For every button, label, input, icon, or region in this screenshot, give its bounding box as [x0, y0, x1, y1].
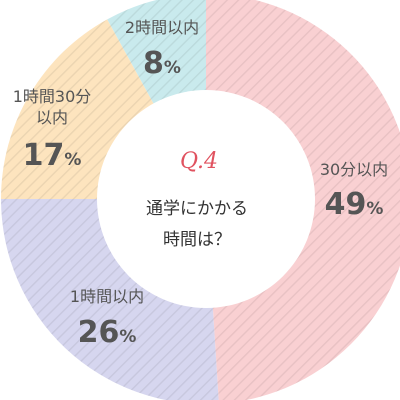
slice-unit-1: % — [119, 327, 136, 347]
slice-label-3-line-0: 2時間以内 — [125, 18, 199, 37]
donut-hole — [97, 90, 315, 308]
slice-label-1-line-0: 1時間以内 — [70, 287, 144, 306]
slice-value-3: 8% — [143, 46, 181, 81]
slice-unit-0: % — [366, 199, 383, 219]
slice-unit-2: % — [64, 150, 81, 170]
slice-label-2-line-1: 以内 — [36, 108, 68, 127]
slice-label-0-line-0: 30分以内 — [320, 160, 388, 179]
question-number: Q.4 — [180, 149, 218, 174]
center-text-line-1: 通学にかかる — [146, 199, 248, 219]
slice-unit-3: % — [164, 58, 181, 78]
center-text-line-2: 時間は？ — [163, 230, 231, 250]
slice-label-2-line-0: 1時間30分 — [13, 87, 92, 106]
